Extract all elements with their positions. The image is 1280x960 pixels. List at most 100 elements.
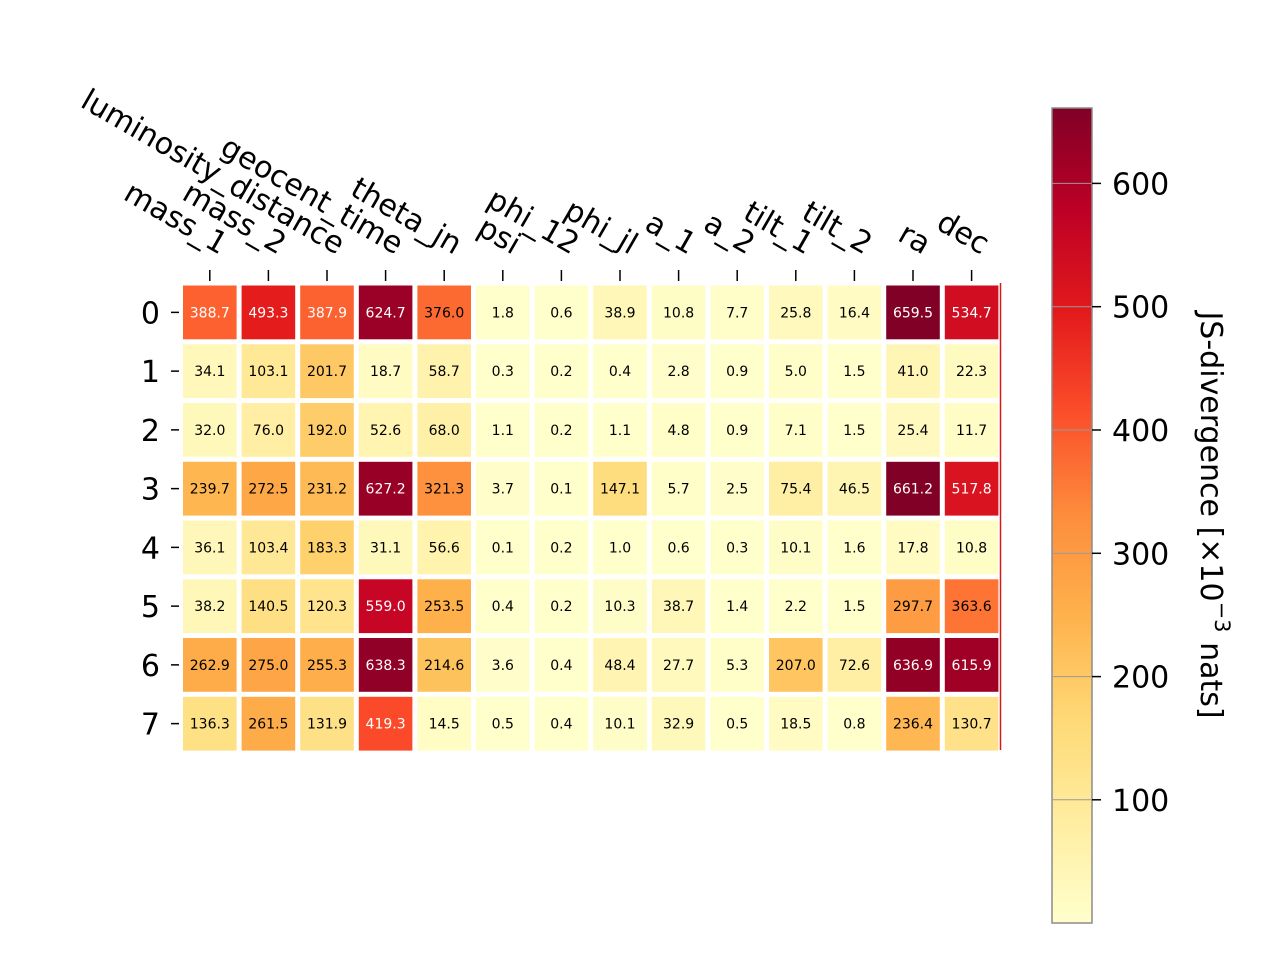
cell-value-label: 0.3 — [492, 364, 514, 380]
cell-value-label: 10.1 — [604, 717, 635, 733]
cell-value-label: 0.8 — [843, 717, 865, 733]
cell-value-label: 214.6 — [424, 658, 464, 674]
cell-value-label: 11.7 — [956, 423, 987, 439]
cell-value-label: 131.9 — [307, 717, 347, 733]
cell-value-label: 1.4 — [726, 599, 748, 615]
heatmap-cell — [651, 520, 706, 575]
cell-value-label: 76.0 — [253, 423, 284, 439]
cell-value-label: 0.9 — [726, 423, 748, 439]
heatmap-cell — [710, 461, 764, 516]
heatmap-cell — [886, 520, 940, 575]
cell-value-label: 46.5 — [839, 482, 870, 498]
heatmap-cell — [651, 344, 706, 399]
cell-value-label: 34.1 — [194, 364, 225, 380]
cell-value-label: 14.5 — [429, 717, 460, 733]
heatmap-cell — [827, 696, 882, 751]
cell-value-label: 239.7 — [190, 482, 230, 498]
heatmap-cell — [827, 285, 882, 340]
heatmap-cell — [358, 579, 413, 634]
heatmap-cell — [417, 344, 471, 399]
heatmap-cell — [300, 638, 354, 692]
heatmap-cell — [944, 344, 999, 399]
heatmap-cell — [593, 461, 647, 516]
heatmap-cell — [241, 579, 296, 634]
heatmap-cell — [827, 344, 882, 399]
cell-value-label: 27.7 — [663, 658, 694, 674]
heatmap-cell — [710, 579, 764, 634]
cell-value-label: 387.9 — [307, 305, 347, 321]
colorbar-ticks: 100 200 300 400 500 600 — [1052, 167, 1169, 819]
cell-value-label: 36.1 — [194, 540, 225, 556]
colorbar-gradient — [1051, 107, 1093, 924]
heatmap-cell — [769, 344, 823, 399]
heatmap-cell — [534, 579, 589, 634]
heatmap-cell — [593, 403, 647, 457]
heatmap-cell — [769, 638, 823, 692]
colorbar-tick-label: 200 — [1112, 661, 1169, 696]
y-tick-label: 2 — [141, 414, 160, 449]
cell-value-label: 627.2 — [366, 482, 406, 498]
heatmap-cell — [710, 403, 764, 457]
cell-value-label: 659.5 — [893, 305, 933, 321]
heatmap-cell — [300, 696, 354, 751]
cell-value-label: 0.9 — [726, 364, 748, 380]
x-tick-label: a_1 — [639, 205, 702, 262]
heatmap-cell — [886, 461, 940, 516]
cell-value-label: 32.9 — [663, 717, 694, 733]
cell-value-label: 5.3 — [726, 658, 748, 674]
x-tick-label: ra — [892, 216, 936, 262]
cell-value-label: 624.7 — [366, 305, 406, 321]
cell-value-label: 10.8 — [956, 540, 987, 556]
heatmap-cell — [183, 520, 237, 575]
heatmap-cell — [593, 520, 647, 575]
cell-value-label: 559.0 — [366, 599, 406, 615]
heatmap-cell — [944, 579, 999, 634]
cell-value-label: 638.3 — [366, 658, 406, 674]
cell-value-label: 0.2 — [550, 364, 572, 380]
heatmap-cell — [651, 696, 706, 751]
heatmap-cell — [534, 344, 589, 399]
heatmap-cell — [651, 579, 706, 634]
cell-value-label: 236.4 — [893, 717, 933, 733]
heatmap-cell — [886, 344, 940, 399]
heatmap-cell — [710, 520, 764, 575]
cell-value-label: 272.5 — [248, 482, 288, 498]
heatmap-cell — [593, 638, 647, 692]
cell-value-label: 68.0 — [429, 423, 460, 439]
heatmap-cell — [358, 344, 413, 399]
y-tick-label: 4 — [141, 531, 160, 566]
cell-value-label: 253.5 — [424, 599, 464, 615]
cell-value-label: 0.6 — [667, 540, 689, 556]
cell-value-label: 0.3 — [726, 540, 748, 556]
cell-value-label: 0.1 — [550, 482, 572, 498]
cell-value-label: 201.7 — [307, 364, 347, 380]
heatmap-cell — [827, 403, 882, 457]
cell-value-label: 4.8 — [667, 423, 689, 439]
y-tick-label: 3 — [141, 473, 160, 508]
heatmap-cell — [476, 520, 530, 575]
cell-value-label: 1.1 — [492, 423, 514, 439]
x-axis-ticks: mass_1mass_2luminosity_distancegeocent_t… — [75, 83, 995, 281]
cell-value-label: 5.7 — [667, 482, 689, 498]
cell-value-label: 192.0 — [307, 423, 347, 439]
heatmap-cell — [769, 403, 823, 457]
cell-value-label: 0.1 — [492, 540, 514, 556]
heatmap-cell — [417, 638, 471, 692]
cell-value-label: 0.4 — [609, 364, 631, 380]
x-tick-label: tilt_2 — [796, 194, 878, 261]
cell-value-label: 58.7 — [429, 364, 460, 380]
heatmap-cell — [769, 579, 823, 634]
y-tick-label: 6 — [141, 649, 160, 684]
cell-value-label: 0.2 — [550, 540, 572, 556]
heatmap-cell — [476, 696, 530, 751]
heatmap-cell — [886, 285, 940, 340]
cell-value-label: 0.5 — [492, 717, 514, 733]
heatmap-cell — [944, 696, 999, 751]
heatmap-cell — [358, 461, 413, 516]
heatmap-cell — [827, 520, 882, 575]
heatmap-cell — [769, 285, 823, 340]
cell-value-label: 136.3 — [190, 717, 230, 733]
cell-value-label: 321.3 — [424, 482, 464, 498]
heatmap-cell — [534, 520, 589, 575]
